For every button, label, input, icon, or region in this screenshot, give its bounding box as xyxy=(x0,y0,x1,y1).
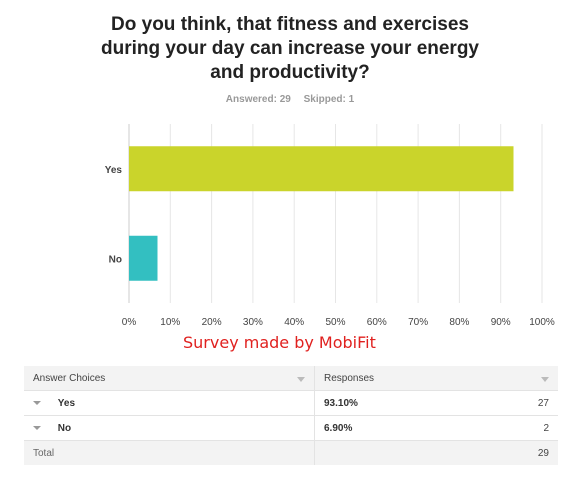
question-line: Do you think, that fitness and exercises xyxy=(111,14,469,35)
expand-caret-icon[interactable] xyxy=(33,400,41,405)
x-tick-label: 80% xyxy=(449,317,469,328)
x-tick-label: 100% xyxy=(529,317,555,328)
y-category-label: No xyxy=(109,254,122,265)
table-row: No 6.90% 2 xyxy=(24,415,558,441)
x-tick-label: 10% xyxy=(160,317,180,328)
bar xyxy=(129,235,158,281)
bar xyxy=(129,146,514,192)
response-meta: Answered: 29 Skipped: 1 xyxy=(0,94,580,105)
total-label: Total xyxy=(33,447,55,459)
x-tick-label: 30% xyxy=(243,317,263,328)
choice-cell: No xyxy=(24,415,315,441)
choice-label: Yes xyxy=(57,397,76,409)
question-title: Do you think, that fitness and exercises… xyxy=(90,13,490,85)
answered-count: Answered: 29 xyxy=(225,94,291,105)
response-count: 2 xyxy=(543,422,549,434)
skipped-count: Skipped: 1 xyxy=(303,94,355,105)
response-cell: 93.10% 27 xyxy=(314,390,558,416)
header-label: Responses xyxy=(324,372,375,384)
answer-choices-header[interactable]: Answer Choices xyxy=(24,366,315,391)
results-table: Answer Choices Responses Yes 93.10% 27 N… xyxy=(24,366,558,465)
total-label-cell: Total xyxy=(24,440,315,465)
table-header-row: Answer Choices Responses xyxy=(24,366,558,391)
question-line: during your day can increase your energy xyxy=(100,38,479,59)
x-tick-label: 20% xyxy=(202,317,222,328)
choice-cell: Yes xyxy=(24,390,315,416)
response-percent: 6.90% xyxy=(324,422,353,434)
x-tick-label: 90% xyxy=(491,317,511,328)
sort-caret-icon[interactable] xyxy=(297,376,305,382)
x-tick-label: 0% xyxy=(122,317,137,328)
table-row: Yes 93.10% 27 xyxy=(24,390,558,416)
y-category-label: Yes xyxy=(105,165,123,176)
response-count: 27 xyxy=(537,397,549,409)
header-label: Answer Choices xyxy=(33,372,106,384)
question-line: and productivity? xyxy=(210,62,370,83)
x-tick-label: 50% xyxy=(325,317,345,328)
survey-note: Survey made by MobiFit xyxy=(183,333,376,352)
response-percent: 93.10% xyxy=(324,397,358,409)
responses-header[interactable]: Responses xyxy=(314,366,558,391)
x-tick-label: 40% xyxy=(284,317,304,328)
x-tick-label: 70% xyxy=(408,317,428,328)
total-count-cell: 29 xyxy=(314,440,558,465)
x-tick-label: 60% xyxy=(367,317,387,328)
sort-caret-icon[interactable] xyxy=(541,376,549,382)
response-cell: 6.90% 2 xyxy=(314,415,558,441)
expand-caret-icon[interactable] xyxy=(33,425,41,430)
bar-chart: 0% 10% 20% 30% 40% 50% 60% 70% 80% 90% 100% Yes No xyxy=(105,124,555,328)
total-count: 29 xyxy=(537,447,549,459)
choice-label: No xyxy=(57,422,72,434)
total-row: Total 29 xyxy=(24,440,558,465)
